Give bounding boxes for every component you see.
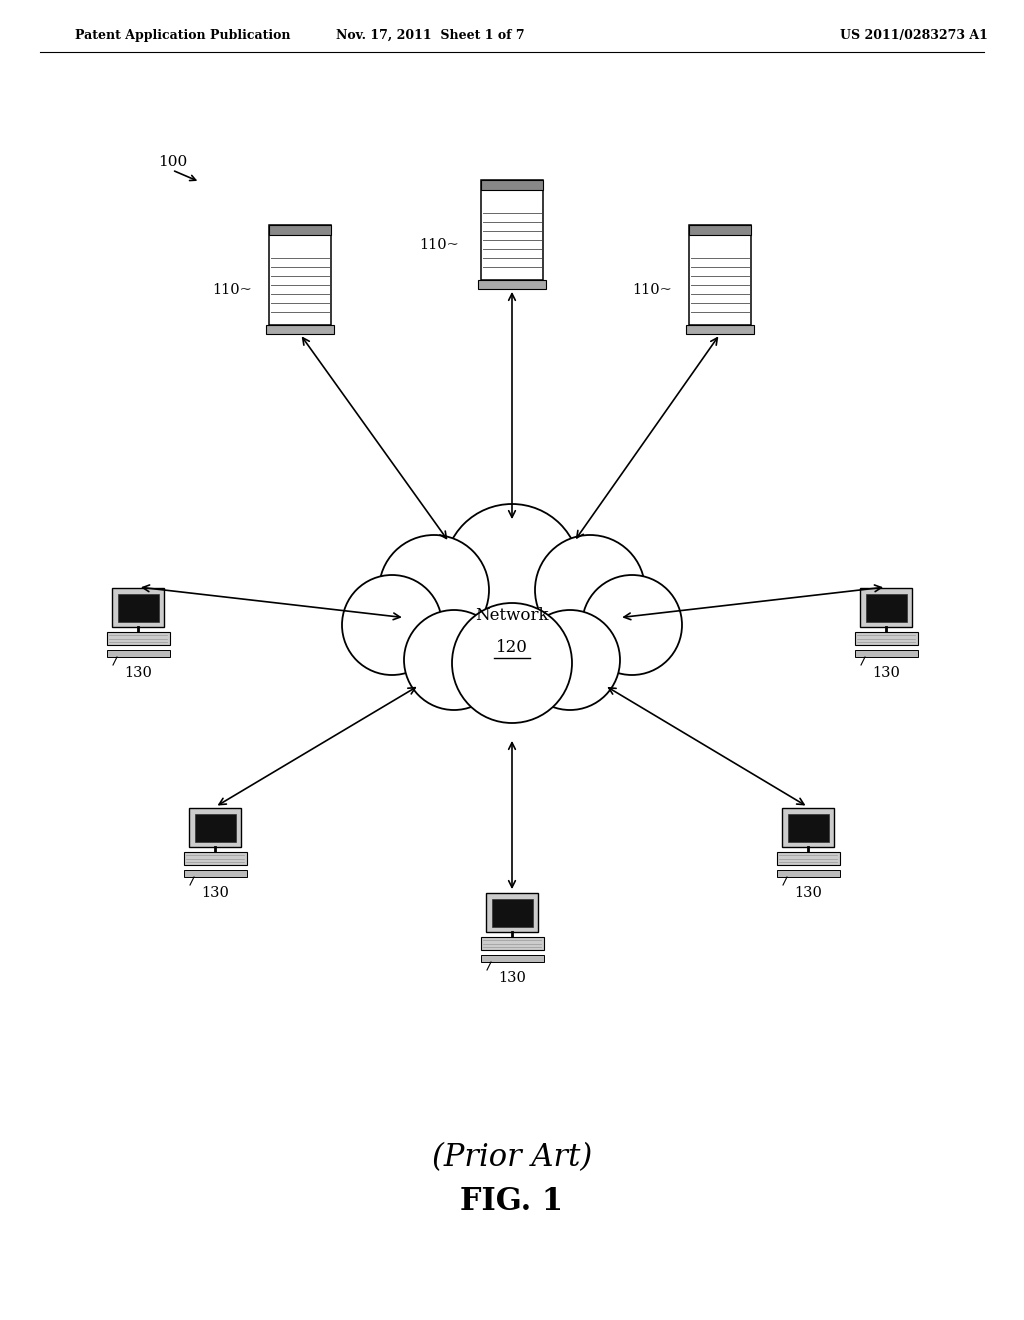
Bar: [777, 851, 840, 865]
Text: Patent Application Publication: Patent Application Publication: [75, 29, 291, 41]
Text: 100: 100: [158, 154, 187, 169]
Circle shape: [404, 610, 504, 710]
Bar: [777, 870, 840, 876]
Text: 130: 130: [794, 886, 822, 900]
Bar: [481, 180, 543, 280]
Circle shape: [342, 576, 442, 675]
Bar: [492, 899, 534, 927]
Text: 110~: 110~: [419, 238, 459, 252]
Circle shape: [520, 610, 620, 710]
Text: US 2011/0283273 A1: US 2011/0283273 A1: [840, 29, 988, 41]
Circle shape: [444, 504, 580, 640]
Bar: [112, 587, 164, 627]
Text: Nov. 17, 2011  Sheet 1 of 7: Nov. 17, 2011 Sheet 1 of 7: [336, 29, 524, 41]
Text: Network: Network: [475, 606, 549, 623]
Circle shape: [582, 576, 682, 675]
Bar: [184, 851, 247, 865]
Bar: [189, 808, 241, 847]
Bar: [788, 814, 829, 842]
Bar: [478, 280, 546, 289]
Bar: [782, 808, 834, 847]
Bar: [269, 224, 331, 325]
Bar: [689, 224, 751, 235]
Circle shape: [452, 603, 572, 723]
Bar: [686, 325, 754, 334]
Text: 110~: 110~: [632, 282, 672, 297]
Bar: [689, 224, 751, 325]
Text: 120: 120: [496, 639, 528, 656]
Bar: [866, 594, 907, 622]
Bar: [855, 649, 918, 657]
Bar: [106, 632, 170, 645]
Bar: [481, 937, 544, 950]
Text: (Prior Art): (Prior Art): [432, 1143, 592, 1173]
Bar: [481, 180, 543, 190]
Bar: [269, 224, 331, 235]
Text: 110~: 110~: [212, 282, 252, 297]
Text: FIG. 1: FIG. 1: [461, 1187, 563, 1217]
Bar: [481, 954, 544, 962]
Text: 130: 130: [872, 667, 900, 680]
Bar: [106, 649, 170, 657]
Bar: [195, 814, 236, 842]
Text: 130: 130: [124, 667, 152, 680]
Bar: [860, 587, 912, 627]
Text: 130: 130: [498, 972, 526, 985]
Circle shape: [535, 535, 645, 645]
Text: 130: 130: [201, 886, 229, 900]
Bar: [486, 894, 538, 932]
Bar: [266, 325, 334, 334]
Circle shape: [379, 535, 489, 645]
Bar: [118, 594, 159, 622]
Bar: [855, 632, 918, 645]
Bar: [184, 870, 247, 876]
